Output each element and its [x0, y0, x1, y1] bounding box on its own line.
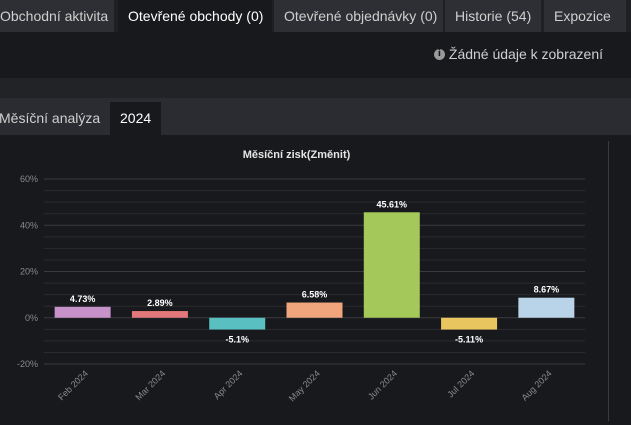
- y-tick-label: 0%: [25, 313, 38, 323]
- no-data-message: i Žádné údaje k zobrazení: [433, 46, 603, 62]
- tab-bar: Obchodní aktivita Otevřené obchody (0) O…: [0, 0, 631, 32]
- no-data-text: Žádné údaje k zobrazení: [448, 46, 603, 62]
- bar-apr-2024[interactable]: [209, 317, 266, 330]
- tab-trading-activity[interactable]: Obchodní aktivita: [0, 0, 114, 32]
- data-label: 6.58%: [302, 290, 328, 300]
- bar-mar-2024[interactable]: [131, 311, 188, 318]
- tab-monthly-analysis[interactable]: Měsíční analýza: [0, 102, 100, 135]
- bar-may-2024[interactable]: [286, 302, 343, 318]
- chart-title: Měsíční zisk(Změnit): [242, 149, 351, 161]
- y-tick-label: 60%: [20, 174, 38, 184]
- chart-panel: [0, 135, 631, 425]
- y-tick-label: -20%: [17, 359, 38, 369]
- tab-exposure[interactable]: Expozice: [544, 0, 626, 32]
- data-label: 8.67%: [534, 285, 560, 295]
- tab-history[interactable]: Historie (54): [445, 0, 541, 32]
- x-tick-label: Apr 2024: [212, 368, 245, 401]
- tab-year-2024[interactable]: 2024: [110, 102, 162, 135]
- y-tick-label: 40%: [20, 220, 38, 230]
- tab-label: Expozice: [554, 8, 611, 24]
- tab-label: Obchodní aktivita: [0, 8, 109, 24]
- tab-open-orders[interactable]: Otevřené objednávky (0): [274, 0, 443, 32]
- x-tick-label: Jul 2024: [445, 368, 476, 399]
- x-tick-label: Feb 2024: [56, 368, 90, 402]
- x-tick-label: Jun 2024: [366, 368, 399, 401]
- data-label: 45.61%: [377, 199, 408, 209]
- bar-jun-2024[interactable]: [363, 212, 420, 318]
- bar-jul-2024[interactable]: [441, 317, 498, 330]
- tab-label: Měsíční analýza: [0, 110, 101, 126]
- tab-label: Otevřené objednávky (0): [284, 8, 438, 24]
- tab-label: Otevřené obchody (0): [128, 8, 264, 24]
- tab-label: 2024: [120, 110, 152, 126]
- analysis-tab-bar: Měsíční analýza 2024: [0, 98, 631, 135]
- tab-label: Historie (54): [455, 8, 532, 24]
- bar-feb-2024[interactable]: [54, 306, 111, 318]
- data-label: 2.89%: [147, 298, 173, 308]
- info-icon: i: [433, 48, 445, 60]
- tab-open-trades[interactable]: Otevřené obchody (0): [118, 0, 272, 32]
- x-tick-label: Aug 2024: [519, 368, 553, 402]
- data-label: 4.73%: [70, 294, 96, 304]
- section-divider: [0, 78, 631, 98]
- x-tick-label: Mar 2024: [133, 368, 167, 402]
- bar-aug-2024[interactable]: [518, 297, 575, 318]
- data-label: -5.1%: [225, 335, 249, 345]
- data-label: -5.11%: [455, 335, 483, 345]
- panel-divider: [608, 141, 609, 421]
- x-tick-label: May 2024: [287, 368, 322, 403]
- status-row: i Žádné údaje k zobrazení: [0, 32, 631, 78]
- y-tick-label: 20%: [20, 267, 38, 277]
